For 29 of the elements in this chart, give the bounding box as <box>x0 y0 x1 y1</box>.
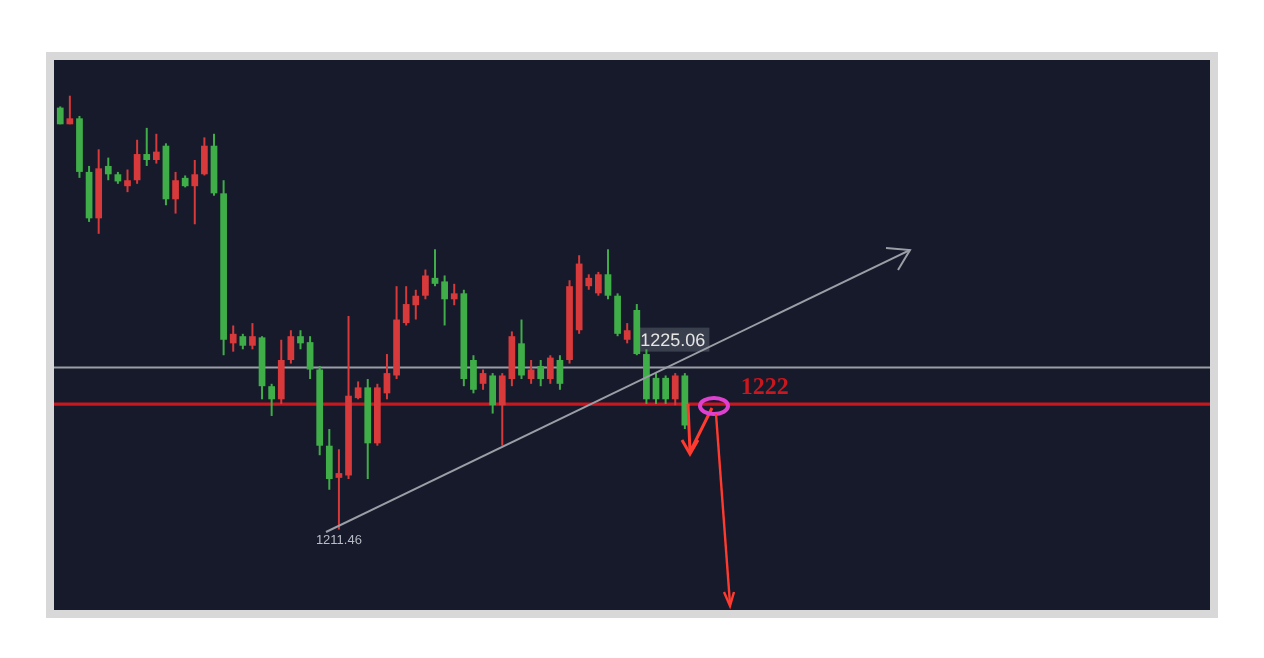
candlestick <box>268 382 276 417</box>
candlestick <box>172 170 179 215</box>
candlestick <box>633 303 641 357</box>
candlestick <box>229 324 237 353</box>
candlestick <box>152 132 160 165</box>
candlestick <box>671 372 679 407</box>
candlestick <box>518 318 525 381</box>
candlestick <box>537 359 545 388</box>
candlestick <box>104 156 112 182</box>
candlestick <box>479 368 487 391</box>
candlestick <box>450 282 458 307</box>
candlestick <box>249 322 256 351</box>
candlestick <box>201 136 208 177</box>
candlestick <box>191 159 199 226</box>
candlestick <box>546 354 554 385</box>
candlestick <box>623 322 631 345</box>
candlestick <box>66 94 74 126</box>
candlestick <box>604 248 612 301</box>
candlestick <box>143 126 151 167</box>
ref-line-label: 1225.06 <box>640 329 706 350</box>
candlestick <box>277 338 285 406</box>
candlestick <box>489 372 497 415</box>
candlestick <box>287 329 295 365</box>
candlestick <box>422 268 429 301</box>
candlestick <box>614 292 621 338</box>
candlestick <box>124 168 131 194</box>
candlestick <box>556 354 564 391</box>
candlestick <box>325 428 333 491</box>
ref-line-label: 1222 <box>740 372 789 401</box>
